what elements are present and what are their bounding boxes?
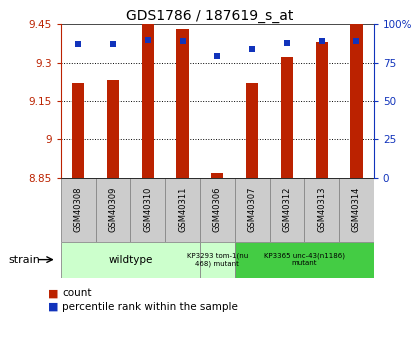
Bar — [107, 80, 119, 178]
Bar — [61, 178, 96, 242]
Bar — [315, 42, 328, 178]
Text: GDS1786 / 187619_s_at: GDS1786 / 187619_s_at — [126, 9, 294, 23]
Text: GSM40314: GSM40314 — [352, 187, 361, 232]
Text: GSM40313: GSM40313 — [317, 187, 326, 232]
Text: GSM40308: GSM40308 — [74, 187, 83, 232]
Bar — [176, 29, 189, 178]
Bar — [142, 24, 154, 178]
Bar — [350, 24, 362, 178]
Bar — [246, 83, 258, 178]
Text: count: count — [62, 288, 92, 298]
Text: GSM40310: GSM40310 — [143, 187, 152, 232]
Bar — [96, 178, 131, 242]
Bar — [304, 178, 339, 242]
Text: KP3365 unc-43(n1186)
mutant: KP3365 unc-43(n1186) mutant — [264, 253, 345, 266]
Bar — [211, 172, 223, 178]
Text: percentile rank within the sample: percentile rank within the sample — [62, 302, 238, 312]
Text: GSM40312: GSM40312 — [282, 187, 291, 232]
Text: GSM40307: GSM40307 — [248, 187, 257, 232]
Bar — [281, 57, 293, 178]
Text: ■: ■ — [48, 302, 59, 312]
Bar — [235, 241, 374, 278]
Text: strain: strain — [8, 255, 40, 265]
Bar — [131, 178, 165, 242]
Text: ■: ■ — [48, 288, 59, 298]
Bar — [200, 241, 235, 278]
Bar — [61, 241, 200, 278]
Bar — [270, 178, 304, 242]
Text: KP3293 tom-1(nu
468) mutant: KP3293 tom-1(nu 468) mutant — [187, 253, 248, 267]
Bar — [339, 178, 374, 242]
Bar — [165, 178, 200, 242]
Text: GSM40311: GSM40311 — [178, 187, 187, 232]
Text: GSM40309: GSM40309 — [108, 187, 118, 232]
Text: wildtype: wildtype — [108, 255, 152, 265]
Bar — [72, 83, 84, 178]
Text: GSM40306: GSM40306 — [213, 187, 222, 232]
Bar — [235, 178, 270, 242]
Bar — [200, 178, 235, 242]
